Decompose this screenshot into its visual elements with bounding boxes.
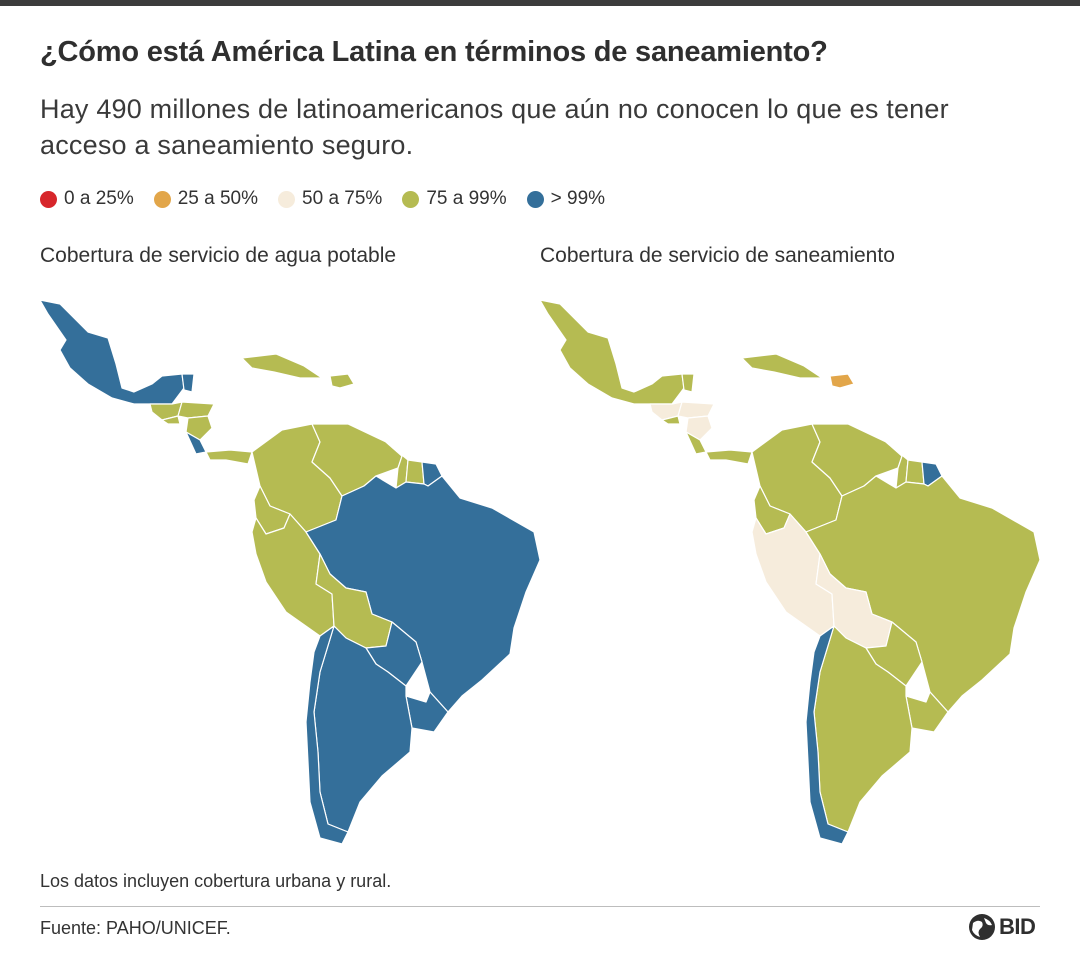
region-honduras	[177, 401, 215, 419]
legend-label: > 99%	[550, 188, 606, 209]
legend-swatch	[278, 190, 296, 208]
legend-item-75-99: 75 a 99%	[402, 188, 507, 210]
source-credit: Fuente: PAHO/UNICEF.	[40, 918, 231, 938]
legend-item-50-75: 50 a 75%	[278, 188, 382, 210]
page-subtitle: Hay 490 millones de latinoamericanos que…	[40, 94, 949, 160]
legend-swatch	[153, 190, 171, 208]
region-el-salvador	[661, 415, 681, 425]
region-nicaragua	[685, 415, 713, 441]
region-panama	[205, 449, 253, 465]
page-title: ¿Cómo está América Latina en términos de…	[40, 36, 828, 68]
water-coverage-map	[39, 299, 541, 845]
region-honduras	[677, 401, 715, 419]
legend-swatch	[402, 190, 420, 208]
region-nicaragua	[185, 415, 213, 441]
legend-label: 25 a 50%	[177, 188, 259, 209]
region-cuba	[741, 353, 823, 379]
region-suriname	[905, 459, 925, 485]
region-belize	[181, 373, 195, 393]
region-dominican-republic	[329, 373, 355, 389]
legend-swatch	[40, 190, 57, 208]
legend: 0 a 25% 25 a 50% 50 a 75% 75 a 99% > 99%	[40, 188, 605, 210]
legend-item-over-99: > 99%	[526, 188, 606, 210]
sanitation-coverage-map	[539, 299, 1041, 845]
region-dominican-republic	[829, 373, 855, 389]
region-cuba	[241, 353, 323, 379]
legend-label: 75 a 99%	[426, 188, 507, 209]
region-panama	[705, 449, 753, 465]
region-mexico	[539, 299, 685, 405]
region-belize	[681, 373, 695, 393]
legend-label: 0 a 25%	[64, 188, 134, 209]
region-mexico	[39, 299, 185, 405]
region-el-salvador	[161, 415, 181, 425]
legend-item-25-50: 25 a 50%	[153, 188, 259, 210]
legend-label: 50 a 75%	[302, 188, 383, 209]
top-bar	[0, 0, 1080, 6]
bid-logo-icon	[969, 914, 995, 940]
region-chile	[305, 625, 349, 845]
data-note: Los datos incluyen cobertura urbana y ru…	[40, 871, 392, 891]
bid-logo: BID	[968, 913, 1036, 941]
divider	[40, 906, 1040, 907]
legend-item-0-25: 0 a 25%	[40, 188, 134, 210]
legend-swatch	[526, 190, 544, 208]
water-map-title: Cobertura de servicio de agua potable	[40, 244, 397, 267]
region-suriname	[405, 459, 425, 485]
region-chile	[805, 625, 849, 845]
sanitation-map-title: Cobertura de servicio de saneamiento	[540, 244, 895, 267]
bid-logo-text: BID	[999, 914, 1036, 939]
